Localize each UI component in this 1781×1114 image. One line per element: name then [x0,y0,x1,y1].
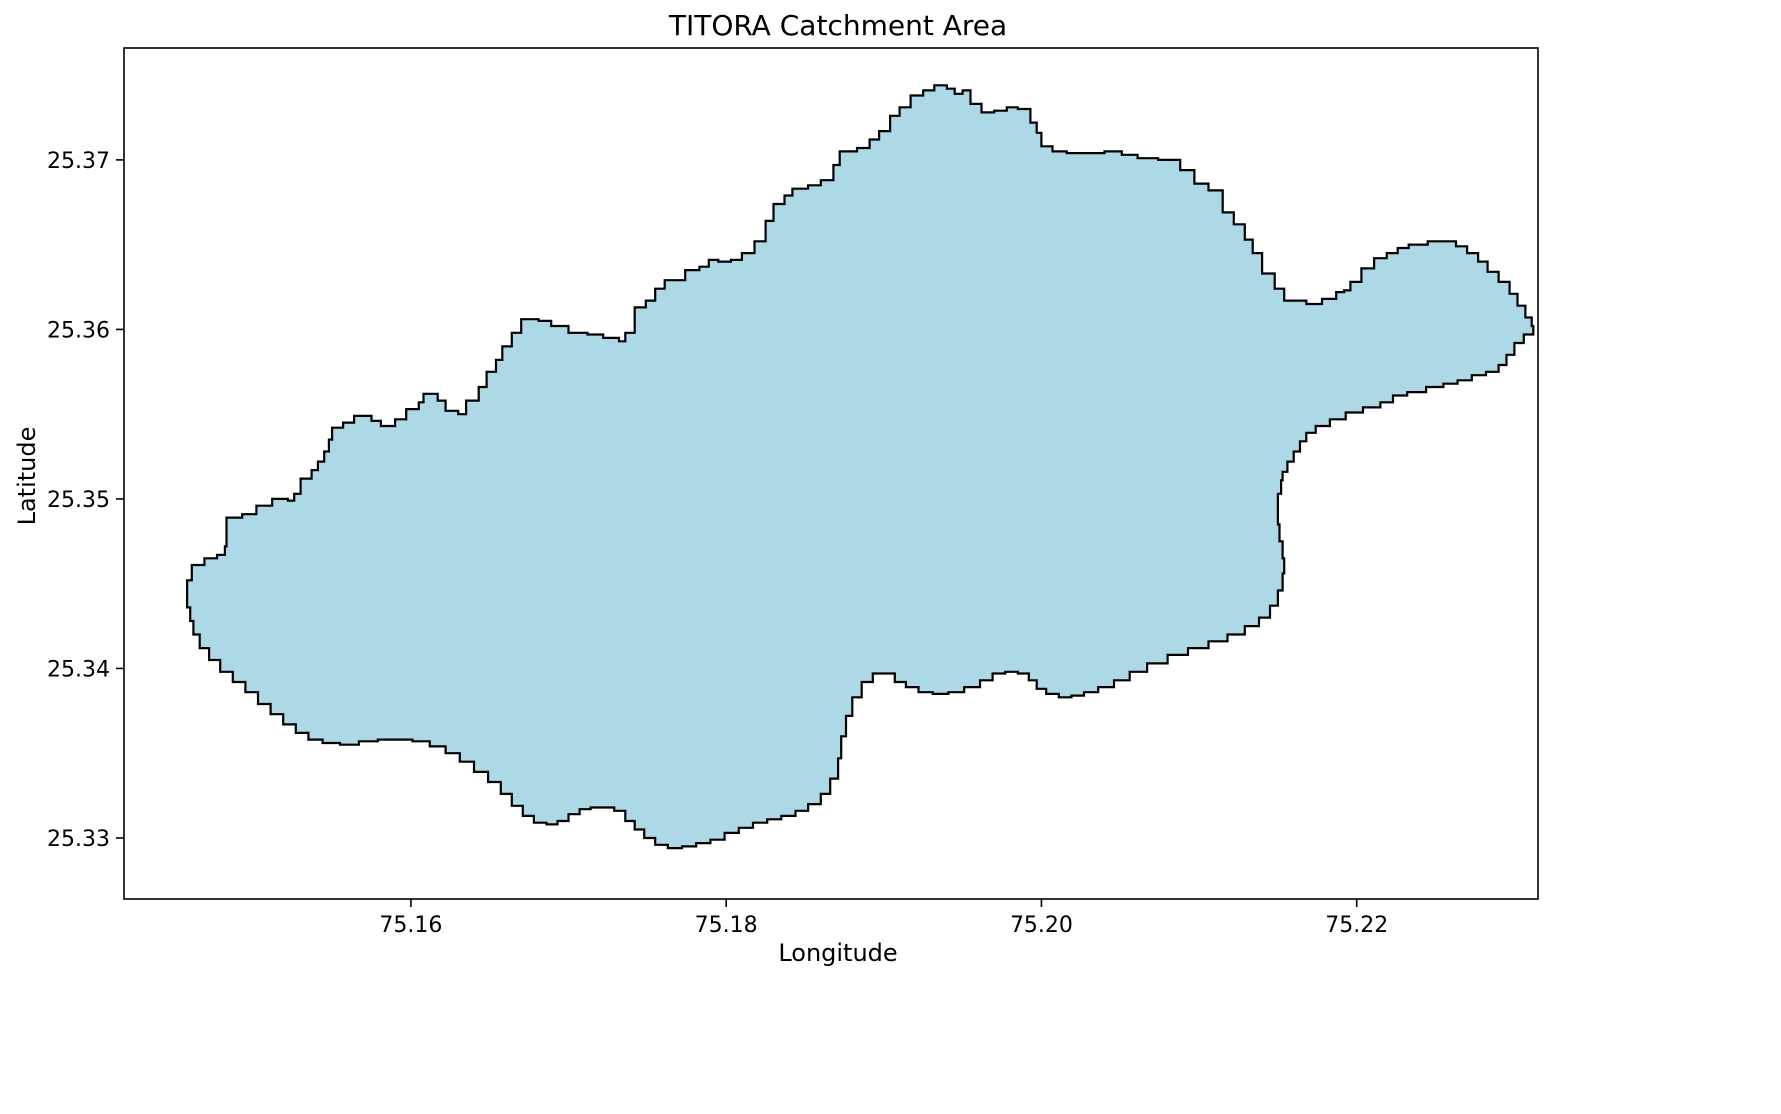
plot-area [123,47,1539,900]
catchment-polygon [186,84,1535,850]
y-tick-label: 25.33 [47,827,110,852]
x-tick-label: 75.22 [1325,913,1388,938]
y-tick-label: 25.35 [47,488,110,513]
x-axis-ticks: 75.16 75.18 75.20 75.22 [379,899,1388,938]
chart-title: TITORA Catchment Area [668,9,1007,42]
y-axis-ticks: 25.33 25.34 25.35 25.36 25.37 [47,149,124,852]
x-tick-label: 75.16 [379,913,442,938]
x-axis-label: Longitude [778,939,897,967]
y-tick-label: 25.37 [47,149,110,174]
y-tick-label: 25.36 [47,318,110,343]
axes-frame [123,47,1539,900]
x-tick-label: 75.20 [1010,913,1073,938]
y-tick-label: 25.34 [47,657,110,682]
x-tick-label: 75.18 [695,913,758,938]
y-axis-label: Latitude [13,427,41,526]
